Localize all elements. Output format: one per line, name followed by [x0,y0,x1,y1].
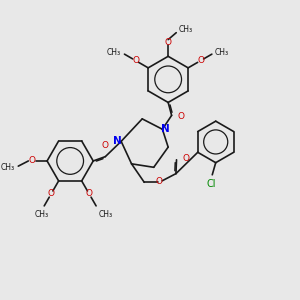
Text: O: O [28,157,36,166]
Text: O: O [86,189,93,198]
Text: CH₃: CH₃ [98,210,112,219]
Text: O: O [165,38,172,47]
Text: O: O [182,154,189,163]
Text: Cl: Cl [207,179,216,189]
Text: CH₃: CH₃ [179,25,193,34]
Text: O: O [197,56,204,65]
Text: CH₃: CH₃ [1,163,15,172]
Text: O: O [101,141,108,150]
Text: O: O [155,177,162,186]
Text: N: N [161,124,170,134]
Text: N: N [113,136,122,146]
Text: O: O [132,56,139,65]
Text: CH₃: CH₃ [215,48,229,57]
Text: CH₃: CH₃ [35,210,49,219]
Text: O: O [48,189,55,198]
Text: CH₃: CH₃ [107,48,121,57]
Text: O: O [178,112,185,122]
